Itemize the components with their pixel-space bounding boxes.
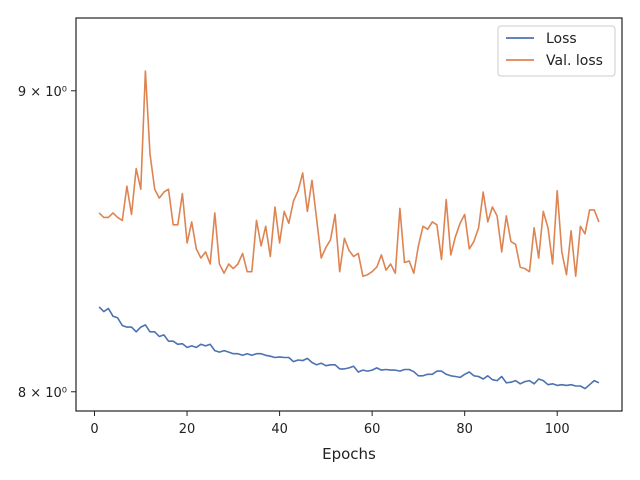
plot-frame: [75, 17, 623, 412]
x-tick-label: 100: [545, 422, 570, 437]
x-tick-label: 60: [364, 422, 381, 437]
y-tick-label: 9 × 10⁰: [18, 85, 67, 100]
x-tick-label: 40: [271, 422, 288, 437]
legend: Loss Val. loss: [497, 25, 616, 77]
y-tick-label: 8 × 10⁰: [18, 386, 67, 401]
series-line-val-loss: [98, 70, 600, 278]
x-tick-label: 0: [90, 422, 98, 437]
plot-lines: [98, 70, 600, 390]
legend-label-loss: Loss: [546, 31, 577, 47]
x-axis-label: Epochs: [322, 445, 376, 463]
x-axis-ticks: 0 20 40 60 80 100: [90, 411, 570, 437]
x-tick-label: 80: [456, 422, 473, 437]
series-line-loss: [98, 306, 600, 390]
x-tick-label: 20: [179, 422, 196, 437]
y-axis-ticks: 8 × 10⁰ 9 × 10⁰: [18, 85, 76, 401]
legend-label-val-loss: Val. loss: [546, 53, 603, 69]
